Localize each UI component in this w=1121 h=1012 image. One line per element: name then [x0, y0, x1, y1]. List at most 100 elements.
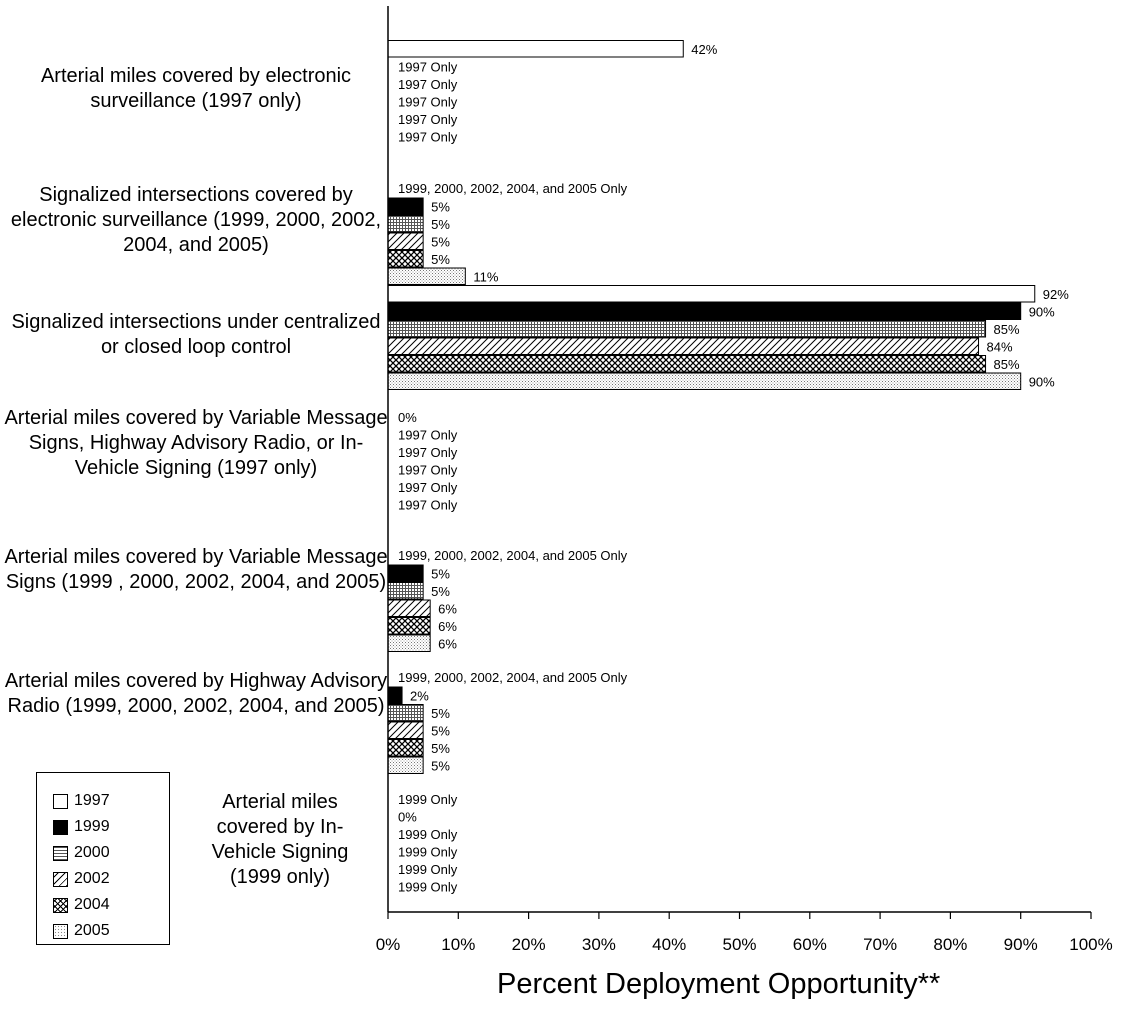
- bar-value-label: 6%: [438, 602, 457, 617]
- legend-item: 2005: [53, 921, 110, 941]
- legend-item: 2004: [53, 895, 110, 915]
- category-label: Signalized intersections under centraliz…: [11, 311, 381, 358]
- bar-2000: [387, 320, 987, 338]
- bar-2004: [387, 250, 424, 268]
- bar-1999: [387, 302, 1022, 320]
- category-label: Arterial miles covered by Variable Messa…: [4, 546, 388, 593]
- bar-value-label: 1997 Only: [398, 480, 458, 495]
- bar-2002: [387, 599, 431, 617]
- bar-value-label: 1997 Only: [398, 445, 458, 460]
- x-tick-label: 70%: [863, 935, 897, 954]
- bar-value-label: 1999 Only: [398, 862, 458, 877]
- x-tick-label: 100%: [1069, 935, 1112, 954]
- bar-2002: [387, 337, 980, 355]
- bar-value-label: 1997 Only: [398, 112, 458, 127]
- bar-value-label: 5%: [431, 252, 450, 267]
- bar-2005: [387, 756, 424, 774]
- category-label: Arterial miles covered by Highway Adviso…: [4, 670, 388, 717]
- x-tick-label: 0%: [376, 935, 401, 954]
- legend-label: 2002: [74, 870, 110, 887]
- bar-value-label: 90%: [1029, 305, 1055, 320]
- bar-2002: [387, 721, 424, 739]
- legend-item: 2000: [53, 843, 110, 863]
- bar-value-label: 6%: [438, 619, 457, 634]
- legend-item: 2002: [53, 869, 110, 889]
- legend-swatch: [53, 871, 68, 887]
- bar-value-label: 5%: [431, 567, 450, 582]
- bar-2000: [387, 582, 424, 600]
- bar-value-label: 42%: [691, 42, 717, 57]
- bar-2005: [387, 267, 466, 285]
- bar-value-label: 0%: [398, 810, 417, 825]
- bar-value-label: 11%: [473, 270, 498, 285]
- bar-value-label: 5%: [431, 741, 450, 756]
- category-label: Signalized intersections covered by elec…: [10, 184, 382, 256]
- bar-value-label: 5%: [431, 200, 450, 215]
- bar-2002: [387, 232, 424, 250]
- bar-2004: [387, 739, 424, 757]
- x-axis: 0% 10% 20% 30% 40% 50% 60% 70% 80% 90% 100%: [376, 6, 1113, 954]
- category-label: Arterial miles covered by Variable Messa…: [4, 407, 388, 479]
- legend-label: 1997: [74, 792, 110, 809]
- legend: 1997 1999 2000 2002 2004 2005: [36, 772, 170, 945]
- x-tick-label: 60%: [793, 935, 827, 954]
- x-tick-label: 10%: [441, 935, 475, 954]
- bar-value-label: 1997 Only: [398, 95, 458, 110]
- group-header-label: 1999, 2000, 2002, 2004, and 2005 Only: [398, 548, 628, 563]
- bar-value-label: 85%: [994, 357, 1020, 372]
- legend-item: 1997: [53, 791, 110, 811]
- legend-swatch: [53, 793, 68, 809]
- legend-label: 2000: [74, 844, 110, 861]
- bar-2000: [387, 704, 424, 722]
- bar-2005: [387, 372, 1022, 390]
- bar-1999: [387, 564, 424, 582]
- legend-label: 1999: [74, 818, 110, 835]
- bar-value-label: 1997 Only: [398, 130, 458, 145]
- bar-value-label: 1997 Only: [398, 77, 458, 92]
- bar-value-label: 1999 Only: [398, 827, 458, 842]
- bar-value-label: 1997 Only: [398, 463, 458, 478]
- x-axis-title: Percent Deployment Opportunity**: [497, 968, 941, 1000]
- bar-value-label: 5%: [431, 759, 450, 774]
- bar-2000: [387, 215, 424, 233]
- group-header-label: 1999, 2000, 2002, 2004, and 2005 Only: [398, 670, 628, 685]
- legend-label: 2004: [74, 896, 110, 913]
- bar-1997: [387, 285, 1036, 303]
- x-tick-label: 30%: [582, 935, 616, 954]
- legend-swatch: [53, 845, 68, 861]
- bar-value-label: 5%: [431, 584, 450, 599]
- x-tick-label: 90%: [1004, 935, 1038, 954]
- legend-swatch: [53, 897, 68, 913]
- x-tick-label: 80%: [933, 935, 967, 954]
- bar-value-label: 5%: [431, 706, 450, 721]
- bar-2004: [387, 617, 431, 635]
- legend-label: 2005: [74, 922, 110, 939]
- bars-layer: [387, 40, 1036, 774]
- bar-value-label: 1997 Only: [398, 60, 458, 75]
- bar-2005: [387, 634, 431, 652]
- x-tick-label: 20%: [512, 935, 546, 954]
- bar-value-label: 1999 Only: [398, 792, 458, 807]
- bar-value-label: 5%: [431, 724, 450, 739]
- bar-value-label: 5%: [431, 235, 450, 250]
- bar-value-label: 1997 Only: [398, 498, 458, 513]
- bar-value-label: 84%: [987, 340, 1013, 355]
- bar-labels-layer: 42% 1997 Only 1997 Only 1997 Only 1997 Only 1…: [398, 42, 1069, 895]
- bar-value-label: 1997 Only: [398, 428, 458, 443]
- legend-swatch: [53, 819, 68, 835]
- bar-value-label: 1999 Only: [398, 880, 458, 895]
- x-tick-label: 50%: [722, 935, 756, 954]
- x-tick-label: 40%: [652, 935, 686, 954]
- bar-value-label: 5%: [431, 217, 450, 232]
- legend-item: 1999: [53, 817, 110, 837]
- bar-value-label: 90%: [1029, 375, 1055, 390]
- bar-value-label: 0%: [398, 410, 417, 425]
- group-header-label: 1999, 2000, 2002, 2004, and 2005 Only: [398, 181, 628, 196]
- bar-value-label: 1999 Only: [398, 845, 458, 860]
- bar-2004: [387, 355, 987, 373]
- bar-value-label: 6%: [438, 637, 457, 652]
- bar-1999: [387, 197, 424, 215]
- category-label: Arterial miles covered by electronic sur…: [40, 65, 352, 112]
- legend-swatch: [53, 923, 68, 939]
